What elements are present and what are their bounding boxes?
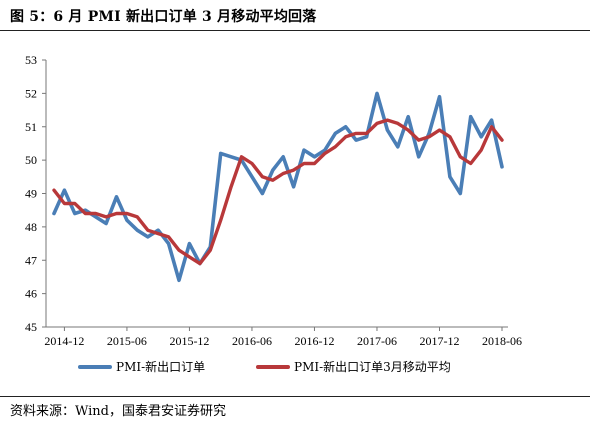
x-tick-label: 2015-06 [107,334,147,348]
x-tick-label: 2015-12 [169,334,209,348]
y-tick-label: 47 [25,253,37,267]
y-tick-label: 53 [25,53,37,67]
y-tick-label: 52 [25,86,37,100]
chart-axes: 45 46 47 48 49 50 51 52 53 2014-12 2015-06 2015-12 2… [25,53,522,348]
x-tick-label: 2016-06 [232,334,272,348]
x-tick-label: 2017-06 [357,334,397,348]
y-tick-label: 48 [25,220,37,234]
y-tick-label: 46 [25,287,37,301]
top-divider [0,30,590,31]
y-tick-label: 49 [25,187,37,201]
chart-title: 图 5：6 月 PMI 新出口订单 3 月移动平均回落 [10,9,317,25]
legend-label: PMI-新出口订单 [116,359,205,374]
y-tick-label: 45 [25,320,37,334]
series-line-3m-moving-average [52,118,504,266]
chart-series [52,91,504,283]
line-chart: 45 46 47 48 49 50 51 52 53 2014-12 2015-06 2015-12 2… [25,53,522,374]
x-tick-label: 2014-12 [44,334,84,348]
x-tick-label: 2016-12 [294,334,334,348]
x-tick-label: 2017-12 [419,334,459,348]
y-tick-label: 51 [25,120,37,134]
series-line-pmi-new-export-orders [52,91,504,283]
bottom-divider [0,396,590,397]
legend-label: PMI-新出口订单3月移动平均 [294,359,451,374]
chart-legend: PMI-新出口订单 PMI-新出口订单3月移动平均 [78,359,451,374]
x-tick-label: 2018-06 [482,334,522,348]
source-note: 资料来源：Wind，国泰君安证券研究 [10,404,226,419]
y-tick-label: 50 [25,153,37,167]
